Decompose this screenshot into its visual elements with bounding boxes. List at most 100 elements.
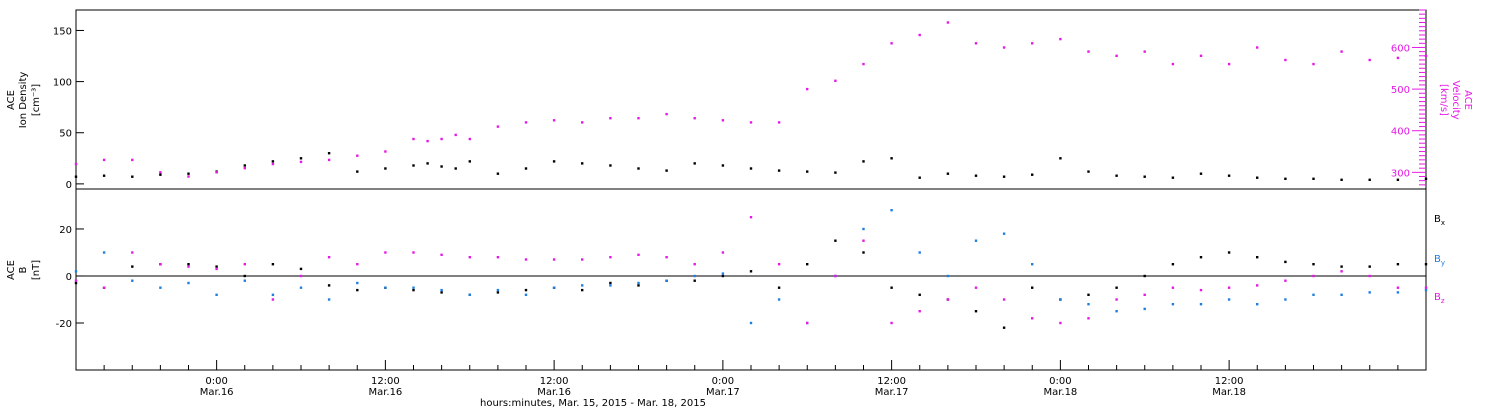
density-point — [131, 175, 134, 178]
velocity-point — [834, 79, 837, 82]
legend-by: By — [1434, 254, 1445, 267]
velocity-point — [637, 117, 640, 120]
velocity-point — [974, 42, 978, 45]
bx-point — [918, 293, 921, 296]
bz-point — [356, 263, 359, 266]
bz-point — [918, 310, 921, 313]
bz-point — [412, 251, 415, 254]
density-tick-label: 50 — [59, 129, 72, 140]
by-point — [1087, 303, 1090, 306]
bz-point — [862, 239, 865, 242]
density-point — [749, 167, 753, 170]
bz-point — [102, 286, 106, 289]
bx-point — [327, 284, 331, 287]
density-point — [271, 160, 275, 163]
velocity-axis-label-line1: ACE — [1462, 90, 1473, 110]
bz-point — [1002, 298, 1006, 301]
bx-point — [215, 265, 218, 268]
velocity-point — [1143, 50, 1146, 53]
bz-point — [187, 265, 190, 268]
density-point — [890, 157, 893, 160]
velocity-point — [1059, 37, 1062, 41]
velocity-point — [581, 121, 584, 124]
bz-point — [243, 263, 246, 266]
velocity-point — [243, 167, 246, 170]
density-point — [862, 160, 865, 163]
by-point — [1396, 291, 1400, 294]
density-point — [412, 164, 415, 167]
by-point — [243, 279, 246, 282]
bz-point — [1199, 288, 1203, 292]
bz-point — [890, 321, 893, 325]
bx-point — [1256, 256, 1259, 259]
density-tick-label: 100 — [53, 78, 72, 89]
by-point — [1199, 303, 1203, 306]
bz-point — [609, 256, 612, 259]
density-point — [524, 167, 528, 170]
density-velocity-data-layer — [74, 21, 1428, 181]
density-point — [918, 176, 921, 179]
velocity-point — [946, 21, 950, 24]
legend-bz: Bz — [1434, 292, 1445, 305]
velocity-point — [1256, 46, 1259, 49]
time-tick-label: 12:00 — [1215, 376, 1244, 387]
density-point — [384, 167, 387, 170]
velocity-point — [74, 162, 78, 166]
by-point — [1171, 303, 1175, 306]
by-point — [581, 284, 584, 287]
velocity-point — [1284, 58, 1287, 62]
velocity-point — [496, 125, 500, 128]
density-point — [454, 167, 457, 170]
by-point — [74, 270, 78, 273]
bz-point — [159, 263, 162, 266]
density-velocity-plot-frame — [75, 9, 1427, 190]
bz-point — [1087, 317, 1090, 320]
velocity-point — [1312, 62, 1315, 66]
by-point — [1256, 303, 1259, 306]
density-point — [1087, 170, 1090, 173]
velocity-point — [102, 158, 106, 162]
bz-point — [327, 256, 331, 259]
velocity-point — [1171, 62, 1175, 66]
bz-point — [1143, 293, 1146, 296]
bz-point — [552, 258, 556, 261]
velocity-point — [609, 117, 612, 120]
time-tick-label: 12:00 — [371, 376, 400, 387]
density-point — [243, 164, 246, 167]
bx-point — [974, 310, 978, 313]
bx-point — [412, 288, 415, 292]
density-point — [946, 172, 950, 175]
time-tick-label: 12:00 — [540, 376, 569, 387]
legend-bx: Bx — [1434, 214, 1445, 227]
density-point — [1227, 174, 1231, 177]
by-point — [384, 286, 387, 289]
bz-point — [384, 251, 387, 254]
date-tick-label: Mar.16 — [537, 387, 571, 398]
velocity-axis-label: ACE Velocity [km/s] — [1438, 80, 1473, 119]
velocity-point — [412, 137, 415, 141]
bx-point — [1171, 263, 1175, 266]
density-axis-ticks: 0 50 100 150 — [53, 26, 84, 191]
velocity-tick-label: 300 — [1391, 168, 1410, 179]
velocity-point — [384, 150, 387, 153]
bx-point — [693, 279, 696, 282]
bx-point — [496, 291, 500, 294]
bz-point — [299, 274, 303, 278]
by-point — [1227, 298, 1231, 301]
by-point — [1059, 298, 1062, 301]
bx-point — [1284, 260, 1287, 264]
by-point — [918, 251, 921, 254]
by-point — [215, 293, 218, 296]
velocity-tick-label: 600 — [1391, 43, 1410, 54]
velocity-point — [890, 42, 893, 45]
velocity-point — [1087, 50, 1090, 53]
bz-point — [215, 267, 218, 271]
by-point — [496, 288, 500, 292]
field-tick-label: -20 — [56, 319, 72, 330]
time-tick-label: 0:00 — [712, 376, 734, 387]
bx-point — [581, 288, 584, 292]
date-tick-label: Mar.17 — [706, 387, 740, 398]
density-point — [1002, 175, 1006, 178]
density-point — [1368, 178, 1371, 181]
velocity-point — [426, 139, 429, 143]
